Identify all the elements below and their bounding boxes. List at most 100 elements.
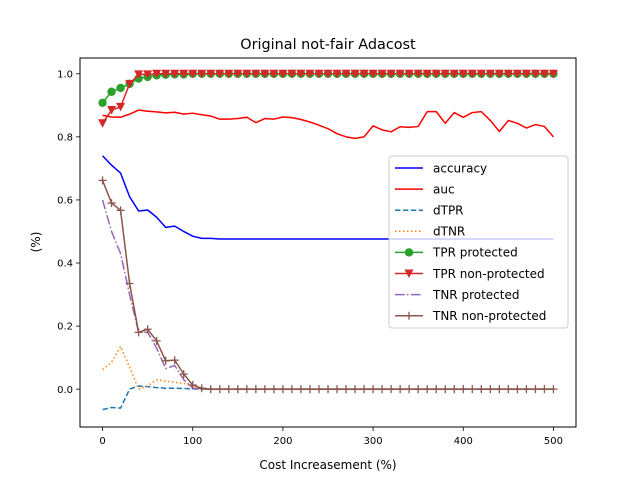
tnr-non-protected-point <box>477 385 486 394</box>
tpr-non-protected-point <box>215 69 225 79</box>
tnr-non-protected-point <box>351 385 360 394</box>
tnr-non-protected-point <box>369 385 378 394</box>
legend-item-tnr-non-protected: TNR non-protected <box>395 309 546 323</box>
tpr-non-protected-point <box>305 69 315 79</box>
tpr-non-protected-point <box>206 69 216 79</box>
legend-item-tpr-protected: TPR protected <box>395 246 518 260</box>
tpr-non-protected-point <box>224 69 234 79</box>
tnr-non-protected-point <box>206 385 215 394</box>
tnr-non-protected-point <box>260 385 269 394</box>
tpr-non-protected-point <box>377 69 387 79</box>
tpr-non-protected-point <box>125 79 135 89</box>
x-tick-label: 0 <box>99 436 105 447</box>
tpr-non-protected-point <box>233 69 243 79</box>
chart-title: Original not-fair Adacost <box>240 37 416 53</box>
tnr-non-protected-point <box>504 385 513 394</box>
legend-marker <box>405 311 413 320</box>
legend-label: dTPR <box>433 204 464 218</box>
tnr-non-protected-point <box>333 385 342 394</box>
plot-area <box>98 69 558 411</box>
y-tick-label: 0.6 <box>57 196 73 207</box>
tnr-non-protected-point <box>405 385 414 394</box>
tpr-non-protected-point <box>449 69 459 79</box>
y-tick-label: 0.8 <box>57 132 73 143</box>
tpr-non-protected-point <box>278 69 288 79</box>
tpr-non-protected-point <box>494 69 504 79</box>
y-tick-label: 0.2 <box>57 322 73 333</box>
tpr-non-protected-point <box>260 69 270 79</box>
tpr-non-protected-point <box>485 69 495 79</box>
series-tpr-non-protected <box>98 69 558 128</box>
y-tick-label: 1.0 <box>57 69 73 80</box>
tnr-non-protected-point <box>459 385 468 394</box>
tpr-non-protected-point <box>287 69 297 79</box>
tnr-non-protected-point <box>314 385 323 394</box>
tpr-non-protected-point <box>332 69 342 79</box>
tnr-non-protected-point <box>287 385 296 394</box>
tpr-non-protected-point <box>404 69 414 79</box>
axes-frame <box>79 57 577 428</box>
tnr-non-protected-point <box>495 385 504 394</box>
tpr-non-protected-point <box>521 69 531 79</box>
tnr-non-protected-point <box>540 385 549 394</box>
tnr-non-protected-point <box>98 176 107 185</box>
legend-item-tnr-protected: TNR protected <box>395 288 519 302</box>
x-tick-label: 500 <box>544 436 563 447</box>
tnr-non-protected-point <box>468 385 477 394</box>
tpr-non-protected-point <box>152 69 162 79</box>
legend-label: dTNR <box>433 225 465 239</box>
tpr-non-protected-point <box>116 102 126 112</box>
tnr-non-protected-point <box>360 385 369 394</box>
tnr-non-protected-point <box>233 385 242 394</box>
x-tick-label: 300 <box>364 436 383 447</box>
tnr-non-protected-point <box>278 385 287 394</box>
tnr-non-protected-point <box>107 199 116 208</box>
tpr-non-protected-point <box>395 69 405 79</box>
tnr-non-protected-point <box>423 385 432 394</box>
tnr-non-protected-point <box>378 385 387 394</box>
x-tick-label: 400 <box>454 436 473 447</box>
tpr-non-protected-point <box>197 69 207 79</box>
legend-marker <box>404 248 414 257</box>
tnr-non-protected-point <box>396 385 405 394</box>
y-tick-label: 0.4 <box>57 259 73 270</box>
tnr-non-protected-point <box>152 336 161 345</box>
legend-box <box>388 155 569 329</box>
tpr-non-protected-point <box>467 69 477 79</box>
tpr-non-protected-point <box>98 119 108 128</box>
tnr-non-protected-point <box>242 385 251 394</box>
tnr-non-protected-point <box>486 385 495 394</box>
tnr-non-protected-point <box>531 385 540 394</box>
legend-item-auc: auc <box>395 182 455 196</box>
tpr-non-protected-point <box>431 69 441 79</box>
legend-label: TPR protected <box>432 246 518 260</box>
tnr-non-protected-point <box>513 385 522 394</box>
tpr-non-protected-point <box>548 69 558 79</box>
legend-label: auc <box>433 182 455 196</box>
tpr-non-protected-point <box>386 69 396 79</box>
tnr-non-protected-point <box>549 385 558 394</box>
tpr-non-protected-point <box>323 69 333 79</box>
tpr-non-protected-point <box>269 69 279 79</box>
legend-label: accuracy <box>433 161 487 175</box>
tpr-non-protected-point <box>296 69 306 79</box>
tpr-non-protected-point <box>170 69 180 79</box>
tnr-non-protected-point <box>441 385 450 394</box>
legend-label: TPR non-protected <box>432 267 545 281</box>
tpr-non-protected-point <box>476 69 486 79</box>
tpr-non-protected-point <box>107 106 117 115</box>
tpr-non-protected-point <box>539 69 549 79</box>
tpr-non-protected-point <box>161 69 171 79</box>
tpr-non-protected-point <box>134 70 144 79</box>
tnr-non-protected-point <box>450 385 459 394</box>
tpr-protected-point <box>98 98 107 107</box>
tpr-non-protected-point <box>368 69 378 79</box>
legend-item-dtnr: dTNR <box>395 225 465 239</box>
tnr-non-protected-point <box>432 385 441 394</box>
tnr-non-protected-point <box>170 356 179 365</box>
tpr-non-protected-point <box>512 69 522 79</box>
tnr-non-protected-point <box>305 385 314 394</box>
legend-marker <box>404 269 414 278</box>
tnr-non-protected-point <box>197 384 206 393</box>
